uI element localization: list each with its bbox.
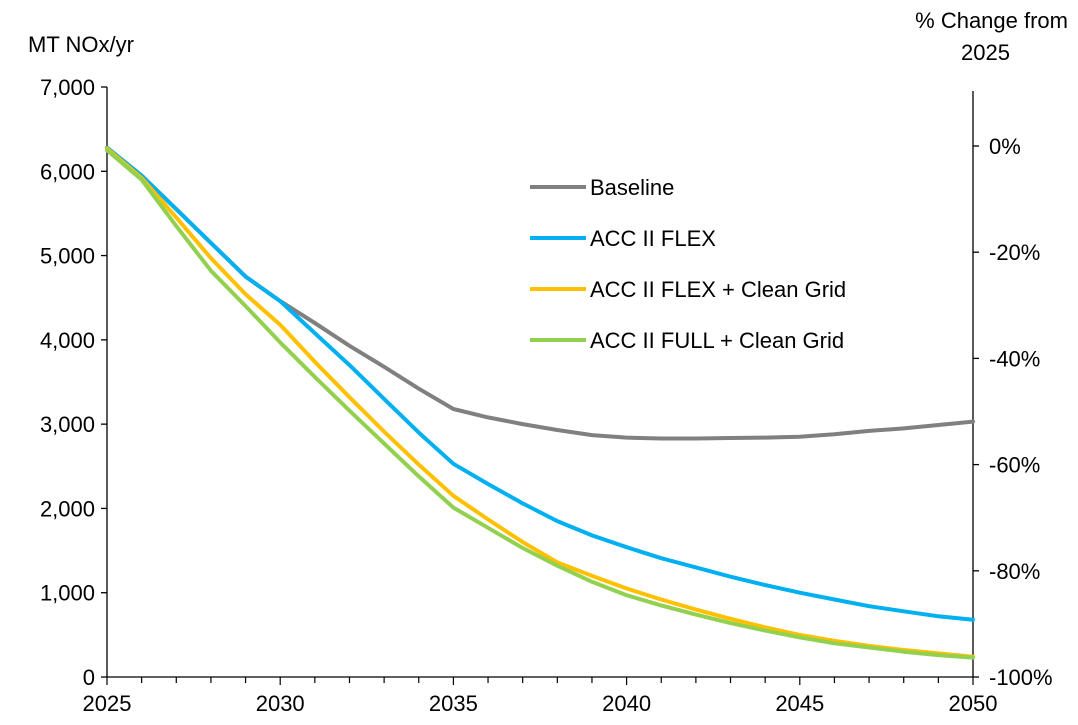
y-right-tick-label: -80% [989,559,1040,584]
x-tick-label: 2025 [83,691,132,716]
legend-label: Baseline [590,175,674,200]
y-right-tick-label: -20% [989,240,1040,265]
y-left-tick-label: 7,000 [40,75,95,100]
y-axis-right-title-line2: 2025 [961,40,1010,65]
y-axis-right-title-line1: % Change from [915,8,1068,33]
x-tick-label: 2040 [602,691,651,716]
legend-label: ACC II FLEX [590,226,716,251]
y-left-tick-label: 5,000 [40,244,95,269]
series-line-2 [105,145,975,622]
legend-label: ACC II FLEX + Clean Grid [590,277,846,302]
y-right-tick-label: -40% [989,346,1040,371]
y-axis-left-title: MT NOx/yr [28,32,134,57]
x-tick-label: 2035 [429,691,478,716]
y-left-tick-label: 2,000 [40,496,95,521]
legend: Baseline ACC II FLEX ACC II FLEX + Clean G… [530,175,846,353]
y-left-tick-label: 4,000 [40,328,95,353]
axes: 0 1,000 2,000 3,000 4,000 5,000 6,000 7,000 0% -2… [40,75,1053,716]
y-left-tick-label: 1,000 [40,581,95,606]
y-left-tick-label: 3,000 [40,412,95,437]
y-right-tick-label: -100% [989,665,1053,690]
legend-label: ACC II FULL + Clean Grid [590,328,844,353]
y-left-tick-label: 0 [83,665,95,690]
y-right-tick-label: -60% [989,453,1040,478]
x-tick-label: 2050 [949,691,998,716]
x-tick-label: 2030 [256,691,305,716]
series-lines [105,145,975,660]
y-left-tick-label: 6,000 [40,159,95,184]
x-tick-label: 2045 [775,691,824,716]
y-right-tick-label: 0% [989,134,1021,159]
series-line-3 [105,146,975,659]
series-line-4 [105,148,975,660]
